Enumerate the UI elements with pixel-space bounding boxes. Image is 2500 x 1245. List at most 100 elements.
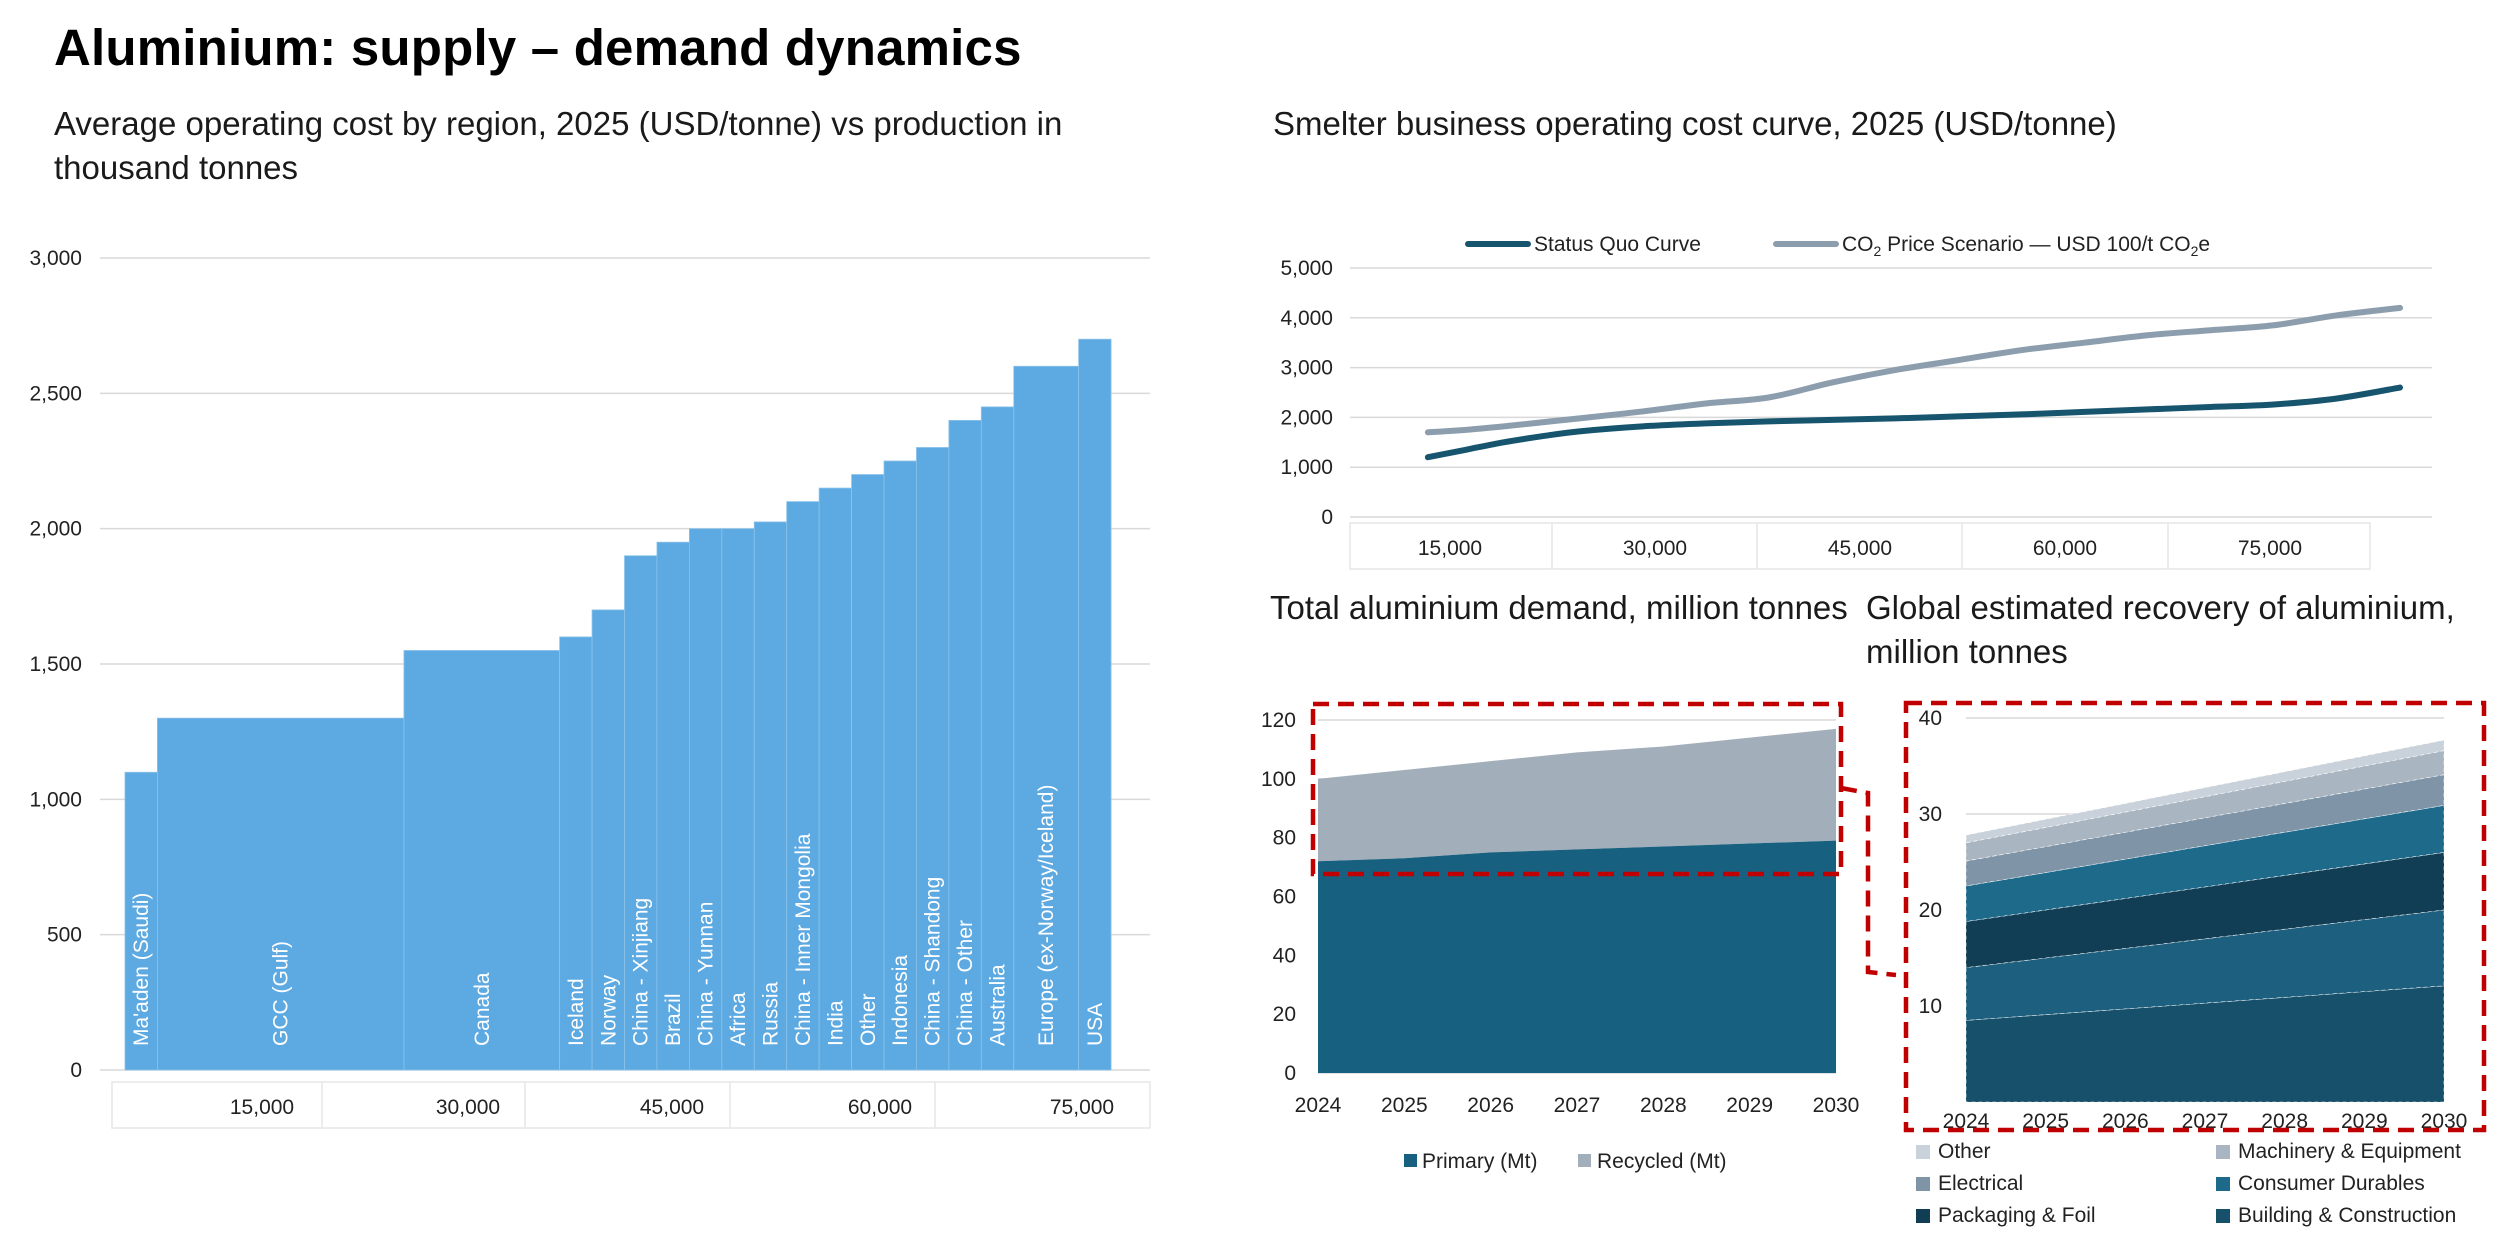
curve-x-tick: 30,000 [1623,537,1687,560]
opex-bar-label: Canada [471,972,494,1046]
opex-x-tick: 45,000 [640,1096,704,1119]
curve-y-tick: 3,000 [1280,357,1333,380]
demand-y-tick: 20 [1273,1003,1296,1026]
demand-x-tick: 2024 [1295,1094,1342,1117]
legend-primary-swatch [1404,1154,1417,1167]
demand-x-tick: 2028 [1640,1094,1687,1117]
recovery-x-tick: 2028 [2261,1110,2308,1133]
curve-y-tick: 5,000 [1280,257,1333,280]
curve-x-tick: 60,000 [2033,537,2097,560]
recovery-area-4 [1965,774,2445,887]
recovery-area-2 [1965,852,2445,968]
recovery-legend-item: Machinery & Equipment [2216,1140,2461,1164]
demand-y-tick: 60 [1273,886,1296,909]
opex-bar [753,521,788,1071]
legend-recycled-swatch [1578,1154,1591,1167]
opex-bar-label: Ma'aden (Saudi) [130,893,153,1046]
primary-area [1318,840,1836,1073]
recovery-y-tick: 40 [1919,707,1942,730]
recovery-legend-label: Electrical [1938,1172,2024,1195]
opex-bar [559,636,593,1071]
opex-bar [157,717,405,1071]
curve-y-tick: 2,000 [1280,406,1333,429]
opex-bar [851,474,885,1071]
recovery-legend-item: Electrical [1916,1172,2023,1196]
opex-x-tick: 30,000 [436,1096,500,1119]
opex-x-tick: 75,000 [1050,1096,1114,1119]
opex-x-tick: 15,000 [230,1096,294,1119]
opex-bar-label: Russia [759,981,782,1046]
curve-y-tick: 4,000 [1280,307,1333,330]
recovery-y-tick: 30 [1919,803,1942,826]
recovery-legend-swatch [1916,1177,1930,1191]
highlight-connector [1840,785,1897,978]
recovery-highlight-box [1903,700,2487,1133]
demand-x-tick: 2029 [1726,1094,1773,1117]
opex-y-tick: 2,000 [29,518,82,541]
co2-scenario-line [1424,304,2403,436]
opex-bar-label: Norway [597,974,620,1046]
opex-bar [688,528,723,1071]
opex-bar-label: GCC (Gulf) [270,941,293,1046]
opex-bar-label: China - Yunnan [695,902,718,1046]
recovery-x-tick: 2029 [2341,1110,2388,1133]
opex-y-tick: 3,000 [29,247,82,270]
opex-bar [916,447,950,1071]
opex-x-axis-band [111,1081,1151,1129]
recovery-x-tick: 2025 [2022,1110,2069,1133]
demand-x-tick: 2026 [1467,1094,1514,1117]
demand-chart-title: Total aluminium demand, million tonnes [1270,589,1848,626]
opex-bar-label: Other [857,993,880,1046]
opex-bar [656,541,690,1071]
legend-primary-label: Primary (Mt) [1422,1150,1537,1173]
recovery-chart-title: Global estimated recovery of aluminium, … [1866,589,2455,670]
opex-y-tick: 0 [70,1059,82,1082]
opex-bar [721,528,755,1071]
opex-bar-label: Europe (ex-Norway/Iceland) [1035,785,1058,1046]
opex-bar-label: Iceland [565,978,588,1046]
opex-y-tick: 1,000 [29,788,82,811]
recovery-y-tick: 20 [1919,899,1942,922]
recovery-x-tick: 2026 [2102,1110,2149,1133]
recovery-legend-label: Packaging & Foil [1938,1204,2096,1227]
opex-bar-label: Brazil [662,993,685,1046]
opex-bar-label: China - Inner Mongolia [792,833,815,1046]
cost-curve-title: Smelter business operating cost curve, 2… [1273,105,2117,142]
opex-bar-label: USA [1084,1003,1107,1046]
recovery-area-0 [1965,985,2445,1103]
demand-x-tick: 2030 [1813,1094,1860,1117]
recovery-legend-item: Consumer Durables [2216,1172,2425,1196]
opex-bar [948,419,982,1071]
opex-bar-label: Africa [727,992,750,1046]
opex-bar-label: Australia [987,964,1010,1046]
demand-y-tick: 0 [1284,1062,1296,1085]
opex-bar [1013,365,1080,1071]
demand-y-tick: 40 [1273,944,1296,967]
demand-y-tick: 100 [1261,768,1296,791]
curve-y-tick: 1,000 [1280,456,1333,479]
recovery-legend-swatch [1916,1209,1930,1223]
page-title: Aluminium: supply – demand dynamics [54,19,1022,76]
opex-bar [786,501,820,1071]
recovery-legend-label: Consumer Durables [2238,1172,2425,1195]
opex-bar-label: Indonesia [889,955,912,1046]
recovery-legend-swatch [1916,1145,1930,1159]
demand-y-tick: 120 [1261,709,1296,732]
legend-recycled-label: Recycled (Mt) [1597,1150,1727,1173]
recovery-legend-item: Other [1916,1140,1991,1164]
opex-bar-label: China - Shandong [922,877,945,1046]
recovery-area-6 [1965,739,2445,844]
opex-bar [624,555,658,1071]
recovery-legend-label: Machinery & Equipment [2238,1140,2461,1163]
status-quo-line [1424,384,2403,461]
legend-co2-label: CO2 Price Scenario — USD 100/t CO2e [1842,233,2210,259]
opex-bar-label: India [824,1000,847,1046]
opex-y-tick: 500 [47,924,82,947]
opex-y-tick: 1,500 [29,653,82,676]
opex-x-tick: 60,000 [848,1096,912,1119]
demand-x-tick: 2027 [1554,1094,1601,1117]
